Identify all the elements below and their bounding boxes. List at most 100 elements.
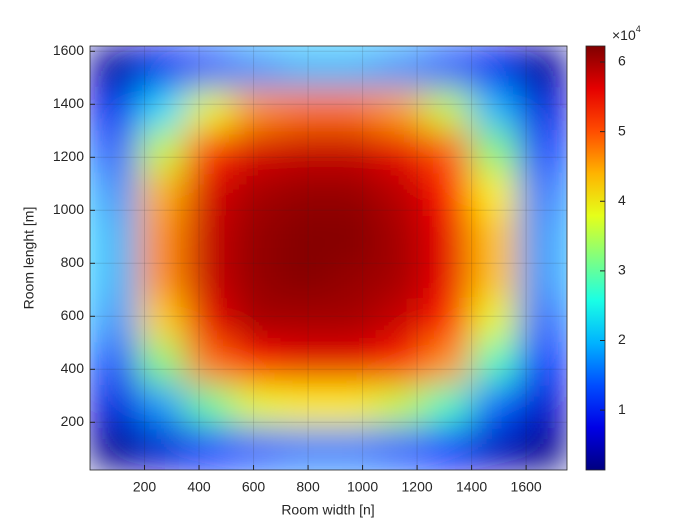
heat-cell: [328, 257, 377, 301]
heat-cell: [328, 172, 377, 217]
heat-cell: [90, 257, 139, 301]
heat-cell: [137, 215, 186, 259]
heat-cell: [137, 427, 186, 470]
heat-cell: [232, 87, 282, 132]
heat-cell: [423, 299, 473, 344]
heat-cell: [137, 384, 186, 429]
heat-cell: [232, 46, 282, 89]
colorbar: [585, 45, 606, 471]
heat-cell: [280, 172, 329, 217]
colorbar-exponent: ×104: [612, 24, 641, 42]
heat-cell: [328, 130, 377, 174]
heat-cell: [184, 215, 234, 259]
heat-cell: [90, 427, 139, 470]
heat-cell: [90, 46, 139, 89]
x-axis-label: Room width [n]: [281, 502, 374, 518]
heat-cell: [375, 46, 425, 89]
heat-cell: [90, 384, 139, 429]
heat-cell: [184, 87, 234, 132]
heat-cell: [423, 215, 473, 259]
y-tick-label: 1400: [53, 95, 84, 111]
heat-cell: [471, 257, 520, 301]
heat-cell: [137, 257, 186, 301]
heat-cell: [471, 299, 520, 344]
heat-cell: [471, 215, 520, 259]
heat-cell: [518, 427, 567, 470]
heat-cell: [184, 342, 234, 386]
y-tick-label: 800: [61, 254, 85, 270]
colorbar-tick-label: 6: [618, 53, 626, 69]
heat-cell: [518, 299, 567, 344]
heatmap-cells: [90, 46, 567, 470]
heat-cell: [280, 299, 329, 344]
heat-cell: [90, 130, 139, 174]
colorbar-tick-label: 4: [618, 192, 626, 208]
heat-cell: [328, 299, 377, 344]
heat-cell: [280, 384, 329, 429]
y-axis-label: Room lenght [m]: [21, 207, 37, 310]
heat-cell: [184, 130, 234, 174]
heat-cell: [90, 342, 139, 386]
heat-cell: [375, 427, 425, 470]
heat-cell: [518, 172, 567, 217]
heat-cell: [137, 87, 186, 132]
heat-cell: [184, 46, 234, 89]
exponent-base: ×10: [612, 27, 636, 43]
y-tick-label: 1600: [53, 42, 84, 58]
heat-cell: [184, 299, 234, 344]
heat-cell: [137, 130, 186, 174]
heat-cell: [137, 299, 186, 344]
x-tick-label: 1200: [402, 479, 433, 495]
heat-cell: [137, 342, 186, 386]
heat-cell: [137, 46, 186, 89]
heat-cell: [232, 342, 282, 386]
x-tick-label: 800: [296, 479, 320, 495]
x-tick-label: 1000: [347, 479, 378, 495]
heat-cell: [518, 384, 567, 429]
heat-cell: [471, 46, 520, 89]
heat-cell: [471, 427, 520, 470]
heat-cell: [328, 384, 377, 429]
y-tick-label: 200: [61, 413, 85, 429]
heat-cell: [518, 215, 567, 259]
heat-cell: [280, 257, 329, 301]
heat-cell: [423, 427, 473, 470]
heat-cell: [471, 342, 520, 386]
heat-cell: [328, 46, 377, 89]
y-tick-label: 600: [61, 307, 85, 323]
heat-cell: [423, 257, 473, 301]
heat-cell: [328, 87, 377, 132]
heat-cell: [280, 130, 329, 174]
heat-cell: [375, 257, 425, 301]
heat-cell: [375, 130, 425, 174]
heat-cell: [280, 46, 329, 89]
heat-cell: [518, 257, 567, 301]
heat-cell: [184, 427, 234, 470]
heat-cell: [471, 384, 520, 429]
heat-cell: [328, 427, 377, 470]
heat-cell: [232, 172, 282, 217]
heat-cell: [423, 130, 473, 174]
colorbar-tick-label: 2: [618, 331, 626, 347]
heat-cell: [423, 46, 473, 89]
heatmap: [90, 46, 567, 470]
heat-cell: [232, 130, 282, 174]
heat-cell: [90, 172, 139, 217]
y-tick-label: 400: [61, 360, 85, 376]
heat-cell: [518, 87, 567, 132]
y-tick-label: 1000: [53, 201, 84, 217]
heat-cell: [280, 342, 329, 386]
heat-cell: [328, 215, 377, 259]
heat-cell: [137, 172, 186, 217]
colorbar-tick-label: 5: [618, 122, 626, 138]
y-tick-label: 1200: [53, 148, 84, 164]
heat-cell: [280, 427, 329, 470]
heat-cell: [184, 172, 234, 217]
heat-cell: [375, 384, 425, 429]
heat-cell: [518, 342, 567, 386]
heat-cell: [232, 215, 282, 259]
heat-cell: [518, 130, 567, 174]
colorbar-tick-label: 3: [618, 262, 626, 278]
heat-cell: [184, 384, 234, 429]
